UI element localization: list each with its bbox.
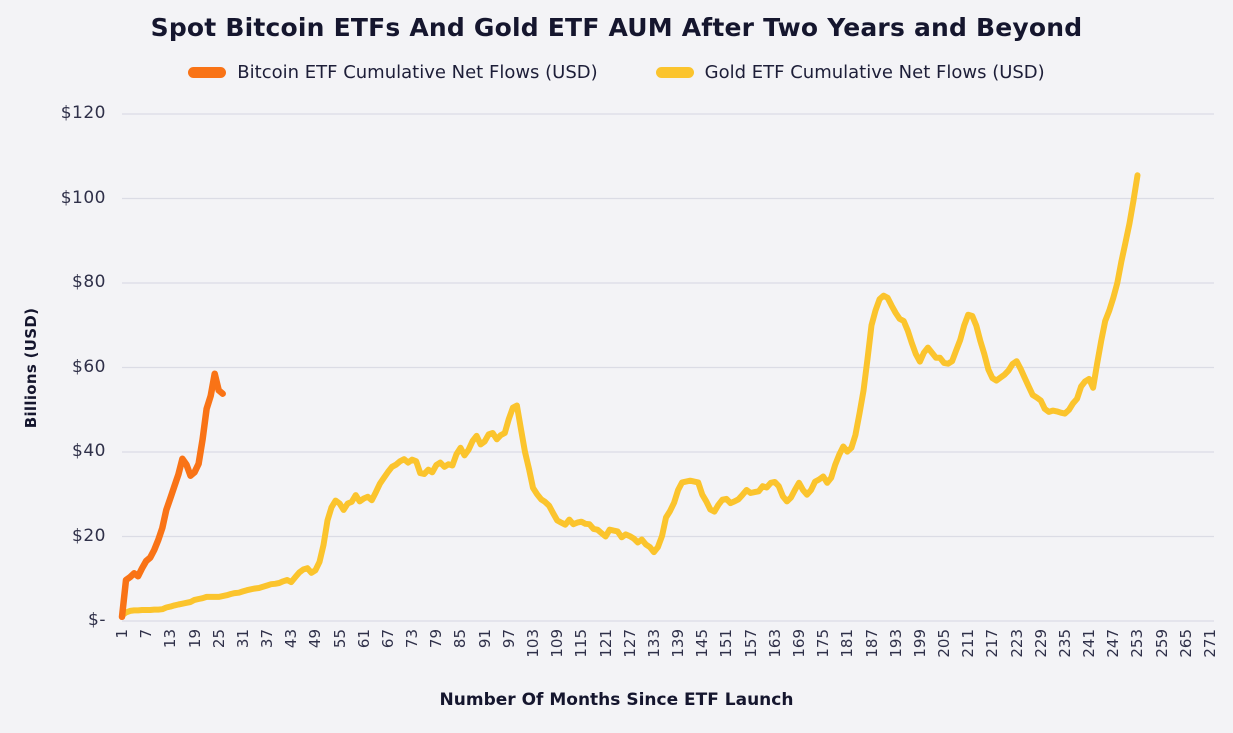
x-tick-label: 49: [306, 629, 325, 649]
x-tick-label: 193: [886, 629, 905, 658]
x-tick-label: 103: [524, 629, 543, 658]
x-tick-label: 19: [185, 629, 204, 649]
bitcoin-legend-label: Bitcoin ETF Cumulative Net Flows (USD): [237, 62, 598, 83]
x-tick-label: 241: [1080, 629, 1099, 658]
x-tick-label: 25: [209, 629, 228, 649]
x-tick-label: 253: [1128, 629, 1147, 658]
x-tick-label: 37: [258, 629, 277, 649]
x-tick-label: 247: [1104, 629, 1123, 658]
y-tick-label: $100: [60, 187, 106, 208]
x-tick-label: 271: [1201, 629, 1219, 658]
y-tick-label: $40: [72, 441, 106, 461]
legend-item-gold: Gold ETF Cumulative Net Flows (USD): [655, 62, 1045, 83]
x-tick-label: 73: [403, 629, 422, 649]
x-tick-label: 43: [282, 629, 301, 649]
bitcoin-etf-line: [118, 370, 226, 621]
x-tick-label: 145: [693, 629, 712, 658]
x-tick-label: 187: [862, 629, 881, 658]
x-tick-label: 265: [1176, 629, 1195, 658]
x-tick-label: 205: [935, 629, 954, 658]
x-axis-title: Number Of Months Since ETF Launch: [439, 690, 794, 710]
x-tick-label: 235: [1055, 629, 1074, 658]
x-tick-label: 181: [838, 629, 857, 658]
x-tick-label: 139: [669, 629, 688, 658]
y-tick-label: $20: [72, 525, 106, 546]
x-tick-label: 229: [1031, 629, 1050, 658]
y-tick-label: $80: [72, 272, 106, 292]
x-tick-label: 1: [113, 629, 131, 639]
y-tick-label: $120: [60, 103, 106, 123]
x-tick-label: 121: [596, 629, 615, 658]
x-tick-label: 217: [983, 629, 1002, 658]
x-tick-label: 67: [378, 629, 397, 649]
x-tick-label: 223: [1007, 629, 1026, 658]
x-tick-label: 85: [451, 629, 470, 649]
x-tick-label: 127: [620, 629, 639, 658]
x-tick-label: 79: [427, 629, 446, 649]
x-tick-label: 175: [814, 629, 833, 658]
x-tick-label: 157: [741, 629, 760, 658]
y-tick-label: $60: [72, 356, 106, 377]
x-tick-label: 97: [499, 629, 518, 649]
x-tick-label: 199: [910, 629, 929, 658]
x-tick-label: 7: [137, 629, 156, 639]
x-tick-label: 163: [765, 629, 784, 658]
x-tick-label: 13: [161, 629, 180, 649]
y-tick-label: $-: [88, 610, 106, 630]
legend-item-bitcoin: Bitcoin ETF Cumulative Net Flows (USD): [188, 62, 598, 83]
x-tick-label: 109: [548, 629, 567, 658]
chart-title: Spot Bitcoin ETFs And Gold ETF AUM After…: [150, 13, 1083, 42]
x-tick-label: 61: [354, 629, 373, 649]
gold-line-swatch-icon: [655, 67, 694, 78]
x-tick-label: 259: [1152, 629, 1171, 658]
x-tick-label: 133: [644, 629, 663, 658]
x-tick-label: 55: [330, 629, 349, 649]
gold-etf-line: [119, 172, 1141, 619]
x-tick-label: 115: [572, 629, 591, 658]
x-tick-label: 211: [959, 629, 978, 658]
x-tick-label: 169: [789, 629, 808, 658]
legend: Bitcoin ETF Cumulative Net Flows (USD) G…: [0, 62, 1233, 83]
x-tick-label: 151: [717, 629, 736, 658]
gold-legend-label: Gold ETF Cumulative Net Flows (USD): [704, 62, 1045, 83]
bitcoin-line-swatch-icon: [188, 67, 227, 78]
x-tick-label: 91: [475, 629, 494, 649]
x-tick-label: 31: [233, 629, 252, 649]
